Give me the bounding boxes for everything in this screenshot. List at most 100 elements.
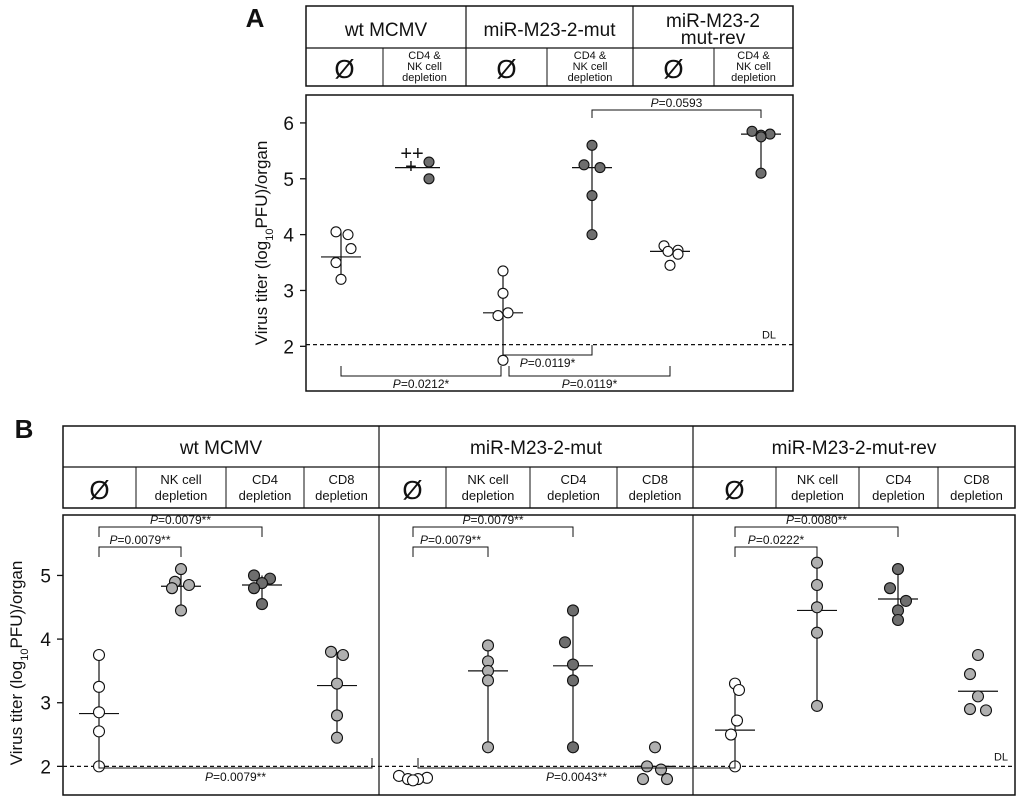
data-series [242,569,282,611]
data-point [330,677,344,690]
death-marker: + [405,156,417,178]
significance-bracket [417,758,736,769]
panel-b-plot: 2 3 4 5 Virus titer (log10PFU)/organ DL P=0.00… [7,513,1016,796]
data-series [161,563,201,617]
data-point [92,648,106,662]
condition-label: depletion [315,488,368,503]
condition-label: depletion [462,488,515,503]
data-point [566,674,580,687]
y-tick-label: 5 [40,566,51,587]
data-point [586,189,598,202]
group-name: wt MCMV [344,20,428,41]
significance-bracket [502,345,593,356]
condition-label: Ø [334,54,354,84]
data-series [878,563,918,627]
data-point [971,690,985,703]
data-point [335,273,347,285]
data-point [594,162,606,174]
p-value-label: P=0.0043** [546,770,607,784]
condition-label: depletion [731,72,776,84]
data-point [636,773,650,786]
data-point [566,741,580,754]
data-point [648,741,662,754]
data-series [79,648,119,773]
data-point [255,598,269,611]
data-series [741,125,781,179]
significance-bracket [591,109,762,118]
y-tick-label: 6 [283,114,294,135]
p-value-label: P=0.0080** [786,513,847,527]
p-value-label: P=0.0079** [150,513,211,527]
data-point [660,773,674,786]
data-point [891,563,905,576]
y-tick-label: 3 [283,281,294,302]
p-value-label: P=0.0079** [420,533,481,547]
p-value-label: P=0.0593 [651,96,703,110]
condition-label: CD4 [885,472,911,487]
p-value-label: P=0.0212* [393,377,450,391]
significance-bracket [508,366,671,377]
data-point [247,569,261,582]
data-point [182,578,196,592]
condition-label: CD8 [642,472,668,487]
significance-bracket [98,758,373,769]
p-value-label: P=0.0079** [205,770,266,784]
condition-label: CD4 [560,472,586,487]
p-value-label: P=0.0079** [109,533,170,547]
data-series [958,648,998,717]
data-point [330,256,342,269]
data-series [572,139,612,241]
data-series [321,226,361,285]
data-point [165,582,179,595]
data-series [392,769,434,787]
data-point [672,248,684,260]
data-point [810,601,824,614]
data-point [979,704,993,717]
data-point [810,626,824,639]
data-point [497,287,509,299]
data-point [492,310,504,322]
data-point [810,578,824,592]
data-point [566,604,580,617]
data-point [330,226,342,238]
data-point [336,648,350,662]
condition-label: depletion [239,488,292,503]
panel-a-plot: 2 3 4 5 6 Virus titer (log10PFU)/organ DL +++ P=… [252,94,794,392]
data-point [558,636,572,649]
data-point [755,167,767,179]
significance-bracket [734,526,899,537]
data-series [553,604,593,754]
condition-label: CD4 & [574,50,607,62]
y-tick-label: 2 [40,757,51,778]
data-point [324,645,338,658]
group-name: miR-M23-2 [666,11,760,32]
data-point [330,709,344,722]
panel-a-label: A [246,3,265,33]
significance-bracket [412,526,574,537]
data-point [810,556,824,569]
data-point [423,156,435,168]
y-axis-label: Virus titer (log10PFU)/organ [7,561,31,766]
condition-label: depletion [402,72,447,84]
data-point [174,604,188,617]
panel-b-header-table: wt MCMV Ø NK cell depletion CD4 depletion CD8 d… [62,425,1016,509]
condition-label: NK cell [797,472,838,487]
data-series [483,265,523,366]
data-point [330,731,344,744]
condition-label: Ø [496,54,516,84]
y-tick-label: 2 [283,337,294,358]
data-point [810,699,824,712]
condition-label: NK cell [573,61,608,73]
condition-label: depletion [950,488,1003,503]
condition-label: Ø [402,475,422,505]
data-point [578,159,590,171]
data-series [395,156,440,185]
data-series [468,639,508,754]
data-point [345,243,357,255]
group-name: wt MCMV [179,438,263,459]
data-series [635,741,675,786]
